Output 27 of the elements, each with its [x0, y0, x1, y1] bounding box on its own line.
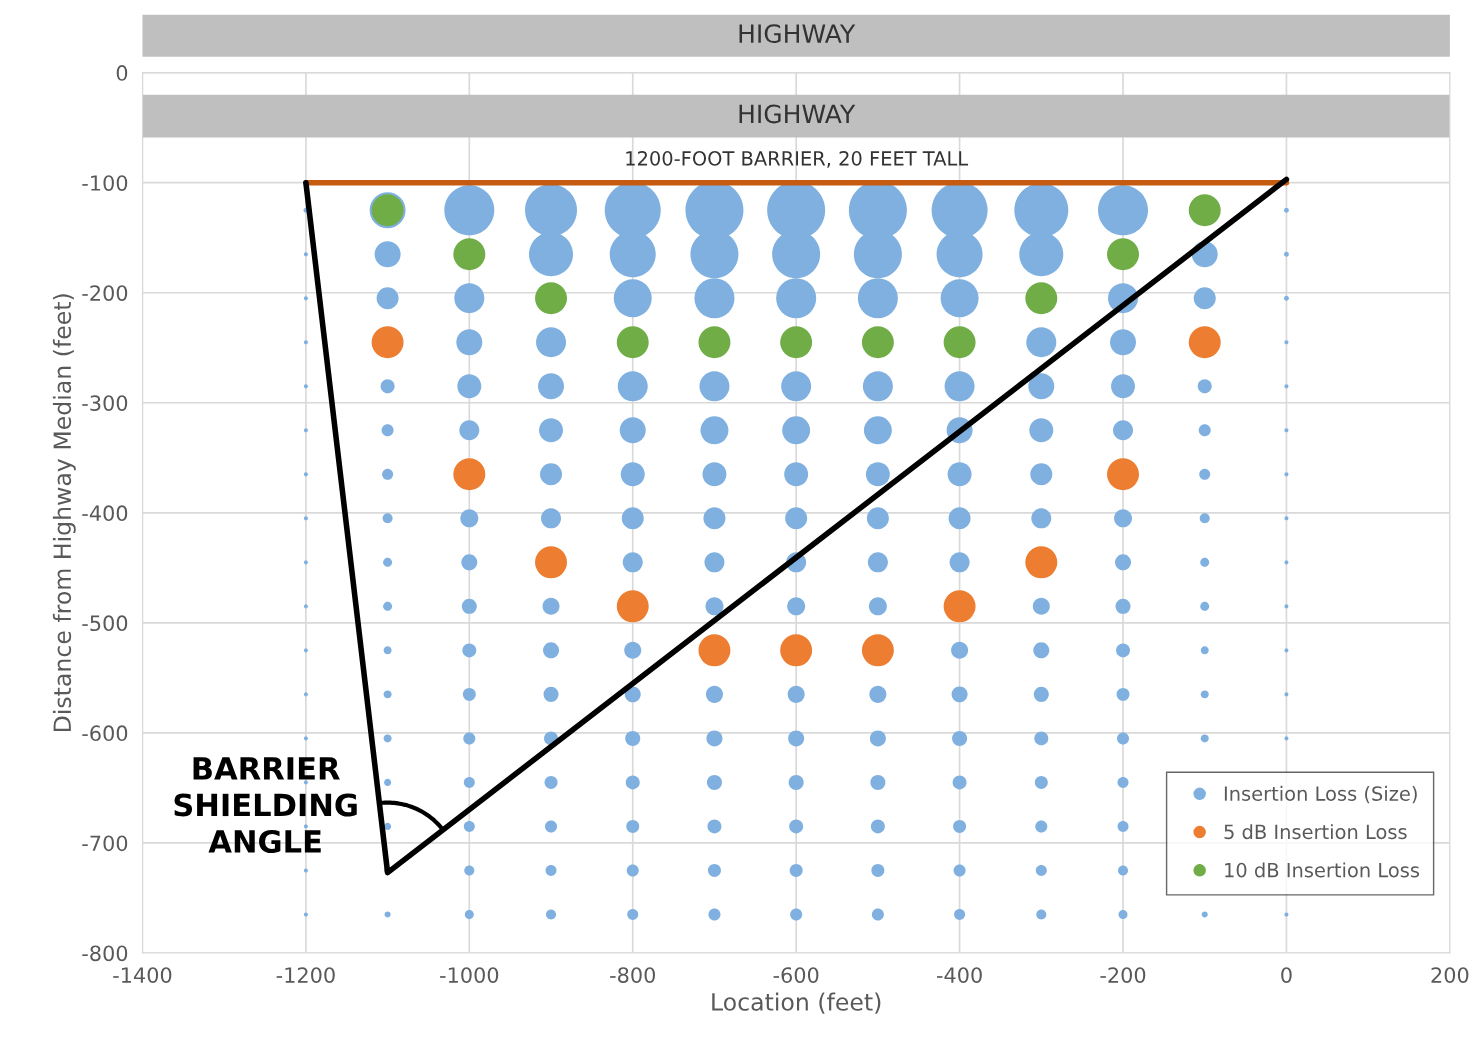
band-label: HIGHWAY	[739, 104, 856, 124]
x-tick-label: 0	[1281, 967, 1292, 983]
x-tick-label: -1200	[276, 967, 335, 983]
x-axis-title: Location (feet)	[712, 992, 881, 1014]
y-tick-label: -400	[82, 505, 128, 522]
y-tick-label: -200	[82, 285, 128, 301]
y-tick-label: -300	[82, 395, 128, 411]
series-label: 1200-FOOT BARRIER, 20 FEET TALL	[626, 151, 969, 168]
y-tick-label: -800	[82, 945, 128, 962]
x-tick-label: -600	[773, 967, 819, 983]
y-tick-label: -700	[82, 835, 128, 852]
x-tick-label: -1000	[440, 967, 499, 983]
y-axis-title: Distance from Highway Median (feet)	[52, 294, 76, 732]
x-tick-label: -800	[610, 967, 655, 983]
legend-label: Insertion Loss (Size)	[1224, 785, 1417, 804]
y-tick-label: 0	[116, 65, 128, 81]
x-tick-label: -200	[1100, 967, 1146, 983]
x-tick-label: -400	[936, 967, 982, 983]
y-tick-label: -100	[82, 175, 128, 191]
text: HIGHWAY	[739, 24, 856, 44]
annotation: BARRIER SHIELDING ANGLE	[174, 757, 357, 854]
legend-label: 10 dB Insertion Loss	[1225, 862, 1420, 878]
legend-label: 5 dB Insertion Loss	[1224, 824, 1407, 840]
x-tick-label: 200	[1431, 967, 1469, 983]
y-tick-label: -500	[82, 615, 128, 632]
x-tick-label: -1400	[113, 967, 172, 983]
y-tick-label: -600	[82, 725, 128, 742]
